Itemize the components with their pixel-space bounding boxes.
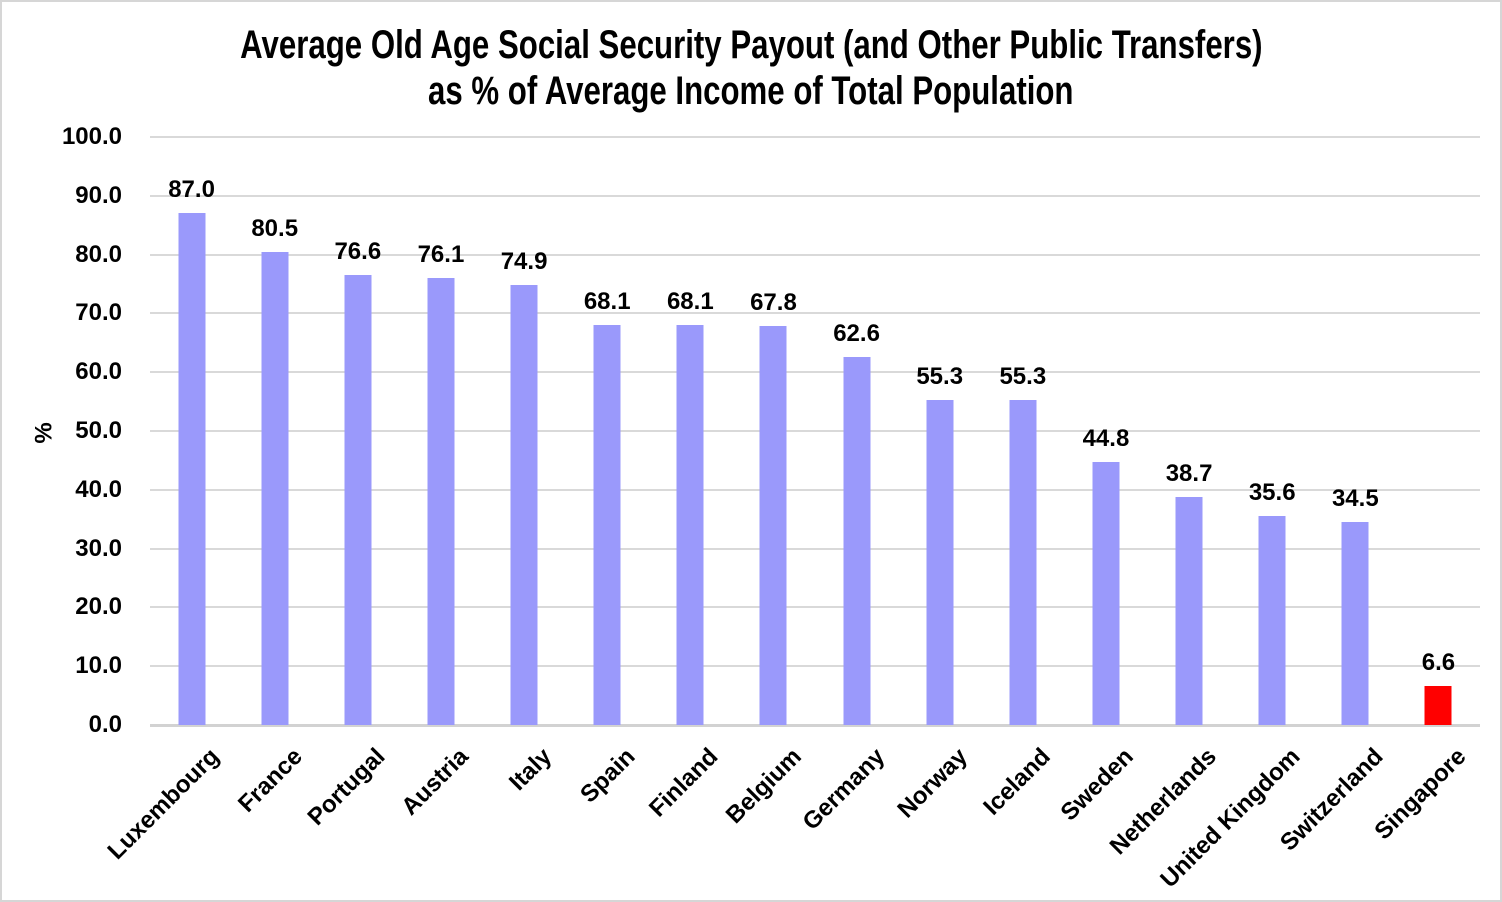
bar-slot: 76.1 Austria (396, 137, 482, 821)
x-axis-label: Norway (892, 743, 973, 824)
y-axis-tick-label: 60.0 (75, 358, 122, 386)
plot-area: 100.0 90.0 80.0 70.0 60.0 50.0 40.0 30.0 20.0 10.… (62, 124, 1480, 893)
y-axis-tick-label: 100.0 (61, 123, 122, 150)
bar-germany (843, 356, 871, 725)
gridline (150, 606, 1480, 609)
gridline (150, 136, 1480, 138)
bar-italy (510, 284, 538, 725)
bar-value-label: 55.3 (999, 362, 1047, 390)
y-axis-tick-label: 10.0 (75, 652, 122, 680)
chart-title-line1: Average Old Age Social Security Payout (… (239, 23, 1263, 67)
bar-slot: 62.6 Germany (797, 137, 898, 835)
y-axis-tick-label: 50.0 (75, 417, 122, 444)
bar-united-kingdom (1258, 515, 1286, 725)
bar-slot: 76.6 Portugal (303, 137, 399, 831)
bar-slot: 55.3 Norway (892, 137, 981, 823)
bar-luxembourg (178, 213, 206, 725)
bar-value-label: 6.6 (1421, 649, 1456, 677)
bar-iceland (1009, 399, 1037, 725)
bar-slot: 35.6 United Kingdom (1155, 137, 1314, 893)
y-axis-tick-label: 30.0 (75, 534, 122, 562)
bar-slot: 74.9 Italy (483, 137, 566, 796)
bar-value-label: 35.6 (1248, 478, 1296, 506)
x-axis-label: France (233, 743, 308, 818)
x-axis-label: Austria (396, 743, 475, 821)
y-axis-tick-label: 20.0 (75, 593, 122, 621)
gridline (150, 665, 1480, 668)
bar-singapore (1424, 686, 1452, 725)
gridline (150, 253, 1480, 256)
bar-portugal (344, 274, 372, 725)
bar-slot: 68.1 Finland (644, 137, 732, 822)
x-axis-label: Italy (504, 743, 558, 797)
gridline (150, 547, 1480, 550)
bar-france (261, 251, 289, 725)
bar-value-label: 68.1 (583, 287, 631, 315)
bar-value-label: 34.5 (1331, 485, 1379, 513)
gridline (150, 371, 1480, 374)
y-axis-tick-label: 80.0 (75, 240, 122, 268)
bar-slot: 68.1 Spain (566, 137, 649, 808)
bar-netherlands (1175, 497, 1203, 725)
bar-slot: 44.8 Sweden (1056, 137, 1147, 826)
gridline (150, 488, 1480, 491)
y-axis-tick-label: 70.0 (75, 299, 122, 327)
bar-value-label: 62.6 (833, 319, 880, 347)
bar-value-label: 87.0 (168, 176, 215, 204)
bar-slot: 55.3 Iceland (978, 137, 1064, 820)
bar-norway (926, 399, 954, 725)
x-axis-label: Portugal (302, 743, 391, 831)
y-axis-tick-label: 40.0 (75, 475, 122, 503)
x-axis-label: Iceland (978, 743, 1056, 821)
bar-value-label: 76.1 (417, 240, 465, 268)
bar-finland (676, 324, 704, 725)
bar-value-label: 38.7 (1165, 460, 1213, 488)
bar-slot: 87.0 Luxembourg (103, 137, 233, 865)
bar-belgium (759, 326, 787, 725)
bar-slot: 80.5 France (233, 137, 316, 818)
bar-value-label: 76.6 (334, 237, 382, 265)
y-axis-tick-label: 90.0 (75, 181, 122, 209)
bar-value-label: 44.8 (1082, 424, 1130, 452)
chart-title-line2: as % of Average Income of Total Populati… (428, 69, 1074, 113)
y-axis-tick-label: 0.0 (88, 711, 122, 738)
x-axis-label: Luxembourg (102, 743, 225, 865)
bar-austria (427, 277, 455, 725)
gridline (150, 312, 1480, 315)
bar-spain (593, 324, 621, 725)
bars-layer: 87.0 Luxembourg 80.5 France 76.6 Portugal 76.1… (103, 137, 1480, 893)
gridline (150, 430, 1480, 432)
chart-title: Average Old Age Social Security Payout (… (2, 22, 1500, 114)
x-axis-label: Belgium (720, 743, 807, 830)
bar-switzerland (1341, 522, 1369, 725)
x-axis-label: Finland (643, 743, 724, 823)
gridline (150, 194, 1480, 197)
bar-value-label: 74.9 (500, 247, 548, 275)
bar-value-label: 80.5 (251, 214, 299, 242)
x-axis-line (150, 724, 1480, 727)
bar-slot: 38.7 Netherlands (1105, 137, 1231, 860)
bar-value-label: 68.1 (666, 287, 714, 315)
bar-sweden (1092, 461, 1120, 725)
x-axis-label: Spain (574, 743, 641, 809)
x-axis-label: United Kingdom (1155, 743, 1306, 894)
bar-value-label: 67.8 (750, 289, 797, 317)
bar-slot: 34.5 Switzerland (1275, 137, 1397, 857)
x-axis-label: Germany (796, 743, 890, 836)
bar-slot: 67.8 Belgium (720, 137, 815, 829)
x-axis-label: Sweden (1055, 743, 1140, 827)
bar-value-label: 55.3 (916, 362, 964, 390)
bar-slot: 6.6 Singapore (1369, 137, 1480, 845)
